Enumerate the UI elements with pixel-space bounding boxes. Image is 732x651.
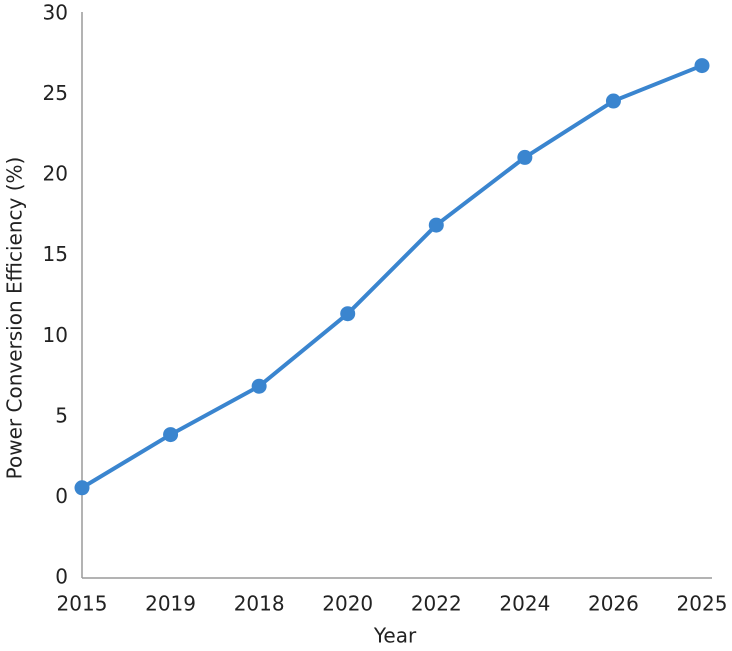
- x-tick-label: 2018: [234, 592, 285, 616]
- data-point: [251, 378, 267, 394]
- data-point: [605, 93, 621, 109]
- y-tick-label: 25: [43, 81, 68, 105]
- x-tick-label: 2025: [677, 592, 728, 616]
- y-tick-label: 15: [43, 242, 68, 266]
- data-point: [163, 427, 179, 443]
- y-axis-title: Power Conversion Efficiency (%): [3, 157, 27, 480]
- x-tick-label: 2022: [411, 592, 462, 616]
- x-tick-label: 2024: [499, 592, 550, 616]
- data-point: [428, 217, 444, 233]
- y-tick-label: 10: [43, 323, 68, 347]
- data-point: [340, 306, 356, 322]
- data-point: [694, 58, 710, 74]
- y-tick-label: 0: [55, 565, 68, 589]
- x-tick-label: 2020: [322, 592, 373, 616]
- data-line: [80, 63, 703, 490]
- y-tick-label: 20: [43, 162, 68, 186]
- x-axis-title: Year: [373, 624, 417, 648]
- y-tick-label: 0: [55, 484, 68, 508]
- y-tick-label: 30: [43, 1, 68, 25]
- data-point: [74, 480, 90, 496]
- x-tick-label: 2026: [588, 592, 639, 616]
- y-tick-label: 5: [55, 403, 68, 427]
- data-point: [517, 149, 533, 165]
- x-tick-label: 2019: [145, 592, 196, 616]
- x-tick-label: 2015: [57, 592, 108, 616]
